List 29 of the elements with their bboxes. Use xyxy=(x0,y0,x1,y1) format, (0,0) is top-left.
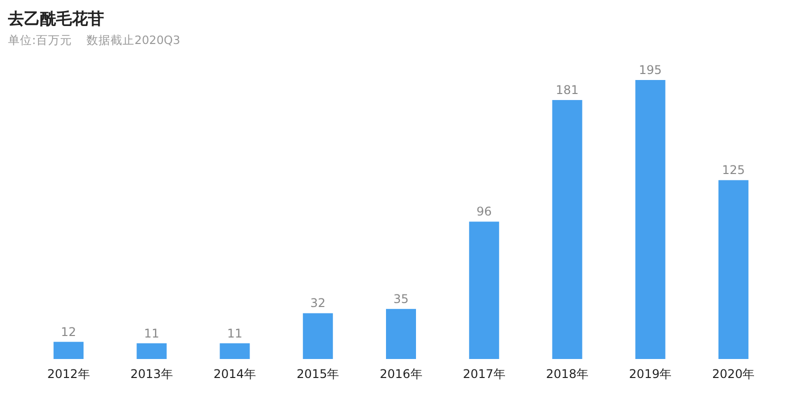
x-tick-label: 2016年 xyxy=(380,367,422,381)
chart-subtitle: 单位:百万元 数据截止2020Q3 xyxy=(8,33,180,47)
data-label: 195 xyxy=(638,63,662,77)
bar xyxy=(552,100,582,359)
bar xyxy=(635,80,666,359)
data-label: 181 xyxy=(556,83,579,98)
x-tick-label: 2019年 xyxy=(629,367,672,381)
data-label: 125 xyxy=(722,163,745,178)
bar xyxy=(469,222,500,359)
bar xyxy=(302,313,333,359)
data-label: 11 xyxy=(227,326,242,340)
x-tick-label: 2017年 xyxy=(462,367,506,381)
x-tick-label: 2018年 xyxy=(546,367,588,381)
bar xyxy=(386,308,416,359)
bar xyxy=(54,342,84,359)
bar xyxy=(220,343,250,359)
x-tick-label: 2020年 xyxy=(712,367,755,381)
x-tick-label: 2014年 xyxy=(214,367,256,381)
x-tick-label: 2015年 xyxy=(296,367,340,381)
bar xyxy=(136,343,167,359)
data-label: 96 xyxy=(476,204,492,219)
x-tick-label: 2012年 xyxy=(47,367,90,381)
data-label: 35 xyxy=(393,292,409,306)
data-label: 11 xyxy=(144,326,160,340)
bar xyxy=(718,180,748,359)
data-label: 32 xyxy=(310,296,326,310)
data-label: 12 xyxy=(60,324,76,339)
x-tick-label: 2013年 xyxy=(130,367,173,381)
chart-title: 去乙酰毛花苷 xyxy=(7,9,104,28)
